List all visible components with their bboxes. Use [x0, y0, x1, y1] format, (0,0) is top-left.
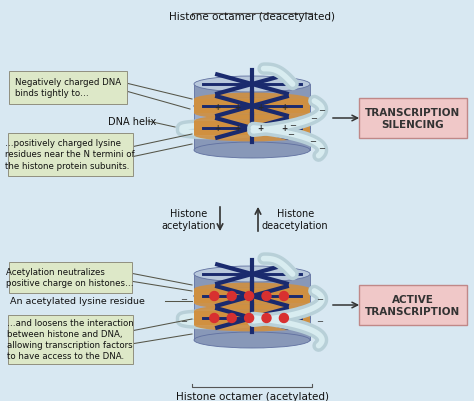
Text: −: −: [309, 137, 316, 146]
Circle shape: [210, 314, 219, 323]
FancyBboxPatch shape: [359, 285, 467, 325]
Ellipse shape: [194, 305, 310, 318]
Circle shape: [210, 292, 219, 301]
Text: −: −: [289, 121, 296, 130]
Ellipse shape: [194, 115, 310, 128]
Text: −: −: [317, 295, 323, 304]
Bar: [194, 85, 310, 107]
Circle shape: [245, 314, 254, 323]
Text: +: +: [281, 124, 287, 133]
Text: An acetylated lysine residue: An acetylated lysine residue: [10, 297, 145, 306]
Text: ACTIVE
TRANSCRIPTION: ACTIVE TRANSCRIPTION: [365, 294, 461, 316]
Circle shape: [262, 292, 271, 301]
Bar: [194, 122, 310, 136]
Ellipse shape: [194, 129, 310, 142]
Circle shape: [279, 314, 288, 323]
Ellipse shape: [194, 288, 310, 304]
FancyBboxPatch shape: [8, 315, 133, 364]
Text: Negatively charged DNA
binds tightly to…: Negatively charged DNA binds tightly to…: [15, 78, 121, 98]
Bar: [194, 274, 310, 296]
Circle shape: [262, 314, 271, 323]
Ellipse shape: [194, 310, 310, 326]
Bar: [194, 129, 310, 151]
Bar: [194, 289, 310, 303]
Text: +: +: [214, 124, 220, 133]
Ellipse shape: [194, 99, 310, 115]
Bar: [194, 311, 310, 325]
Ellipse shape: [194, 288, 310, 304]
Text: −: −: [287, 130, 294, 139]
Text: …positively charged lysine
residues near the N termini of
the histone protein su: …positively charged lysine residues near…: [5, 139, 135, 170]
Bar: [194, 122, 310, 136]
Ellipse shape: [194, 93, 310, 106]
Ellipse shape: [194, 297, 310, 310]
Text: Acetylation neutralizes
positive charge on histones…: Acetylation neutralizes positive charge …: [6, 267, 134, 288]
FancyBboxPatch shape: [9, 262, 131, 293]
Ellipse shape: [194, 77, 310, 93]
Text: −: −: [310, 114, 318, 123]
Ellipse shape: [194, 319, 310, 332]
Circle shape: [227, 292, 236, 301]
Text: −: −: [181, 295, 188, 304]
Ellipse shape: [194, 283, 310, 296]
FancyBboxPatch shape: [359, 99, 467, 139]
Ellipse shape: [194, 143, 310, 159]
Text: −: −: [318, 144, 325, 153]
Ellipse shape: [194, 266, 310, 282]
Bar: [194, 100, 310, 114]
Bar: [194, 100, 310, 114]
Text: +: +: [214, 102, 220, 111]
Bar: [194, 107, 310, 129]
Text: Histone
deacetylation: Histone deacetylation: [262, 209, 328, 230]
Text: −: −: [181, 317, 188, 326]
Text: Histone octamer (deacetylated): Histone octamer (deacetylated): [169, 12, 335, 22]
Bar: [194, 296, 310, 318]
Text: +: +: [234, 102, 241, 111]
Text: +: +: [234, 124, 241, 133]
FancyBboxPatch shape: [9, 71, 127, 104]
Text: +: +: [257, 102, 264, 111]
Bar: [194, 318, 310, 340]
Ellipse shape: [194, 99, 310, 115]
Text: −: −: [317, 317, 323, 326]
Ellipse shape: [194, 121, 310, 137]
Ellipse shape: [194, 121, 310, 137]
Text: −: −: [319, 105, 326, 114]
Text: Histone octamer (acetylated): Histone octamer (acetylated): [175, 391, 328, 401]
Text: DNA helix: DNA helix: [108, 117, 156, 127]
Circle shape: [279, 292, 288, 301]
Circle shape: [227, 314, 236, 323]
Circle shape: [245, 292, 254, 301]
Text: TRANSCRIPTION
SILENCING: TRANSCRIPTION SILENCING: [365, 108, 461, 130]
Bar: [194, 311, 310, 325]
Text: Histone
acetylation: Histone acetylation: [162, 209, 216, 230]
Ellipse shape: [194, 332, 310, 348]
Ellipse shape: [194, 107, 310, 120]
Text: +: +: [257, 124, 264, 133]
Text: +: +: [281, 102, 287, 111]
Ellipse shape: [194, 310, 310, 326]
FancyBboxPatch shape: [8, 133, 133, 176]
Bar: [194, 289, 310, 303]
Text: …and loosens the interaction
between histone and DNA,
allowing transcription fac: …and loosens the interaction between his…: [7, 318, 133, 360]
